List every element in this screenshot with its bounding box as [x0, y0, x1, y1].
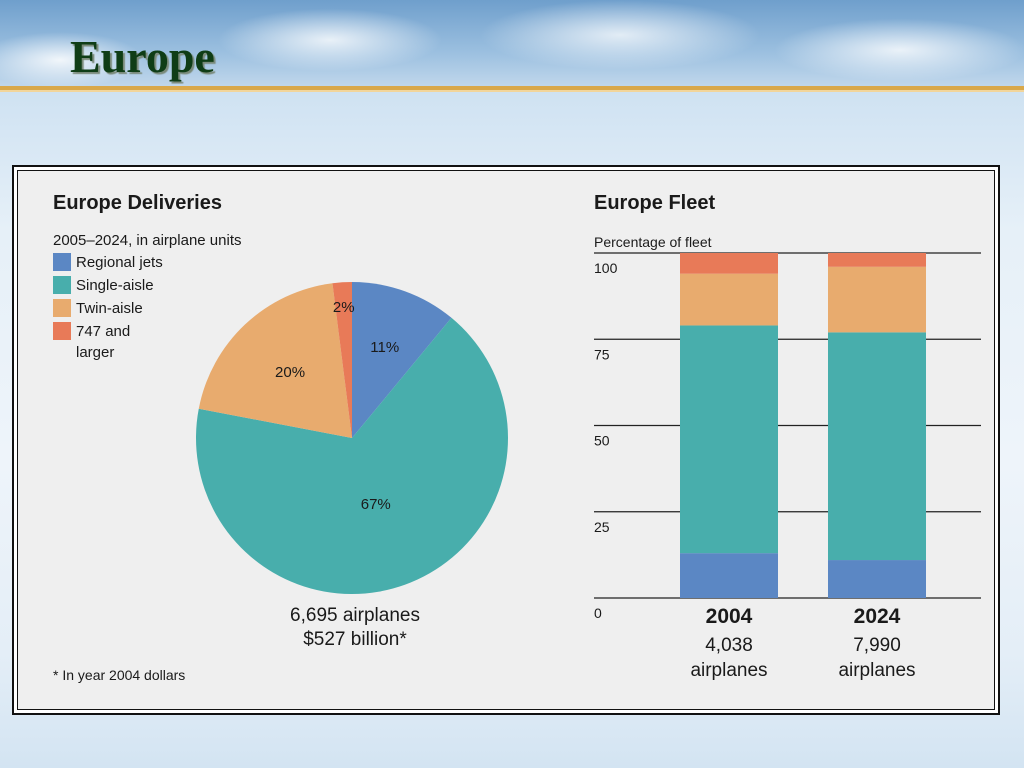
category-note: 7,990 — [853, 635, 901, 656]
legend-label-3: 747 and — [76, 323, 130, 340]
pie-slice-3 — [332, 282, 352, 438]
y-tick-label: 0 — [594, 605, 602, 621]
chart-frame: Europe Deliveries 2005–2024, in airplane… — [12, 165, 1000, 715]
legend-label-1: Single-aisle — [76, 277, 154, 294]
bar-segment-2024-3 — [828, 253, 926, 267]
pie-subtitle: 2005–2024, in airplane units — [53, 232, 241, 249]
bar-title: Europe Fleet — [594, 192, 715, 214]
bar-ylabel: Percentage of fleet — [594, 234, 712, 250]
pie-label-0: 11% — [370, 339, 399, 356]
header-sky-background — [0, 0, 1024, 88]
charts-canvas: Europe Deliveries 2005–2024, in airplane… — [53, 192, 981, 683]
y-tick-label: 50 — [594, 433, 610, 449]
pie-total-value: $527 billion* — [303, 629, 407, 650]
category-note: airplanes — [690, 660, 767, 681]
bar-segment-2004-2 — [680, 273, 778, 326]
pie-total-airplanes: 6,695 airplanes — [290, 605, 420, 626]
slide-title: Europe — [70, 31, 215, 82]
legend-swatch-2 — [53, 299, 71, 317]
chart-panel: Europe Deliveries 2005–2024, in airplane… — [17, 170, 995, 710]
legend-swatch-1 — [53, 276, 71, 294]
pie-label-3: 2% — [333, 299, 355, 316]
bar-segment-2024-0 — [828, 560, 926, 598]
bar-segment-2024-2 — [828, 266, 926, 333]
legend-swatch-3 — [53, 322, 71, 340]
pie-footnote: * In year 2004 dollars — [53, 667, 185, 683]
pie-label-2: 20% — [275, 364, 305, 381]
bar-segment-2004-0 — [680, 553, 778, 598]
bar-segment-2004-1 — [680, 325, 778, 554]
pie-legend: Regional jets Single-aisle Twin-aisle 747 a… — [53, 253, 163, 361]
header-divider — [0, 86, 1024, 90]
y-tick-label: 75 — [594, 346, 610, 362]
pie-slice-0 — [352, 282, 452, 438]
category-note: 4,038 — [705, 635, 753, 656]
bar-segment-2024-1 — [828, 332, 926, 561]
legend-label-3: larger — [76, 344, 114, 361]
header-divider-highlight — [0, 90, 1024, 92]
category-note: airplanes — [838, 660, 915, 681]
x-tick-label: 2024 — [854, 605, 901, 628]
pie-slice-1 — [196, 317, 508, 594]
pie-chart: 11% 67% 20% 2% — [196, 282, 508, 594]
bar-chart: 0 25 50 75 100 2004 4,038 airplanes 2024 7,990 air… — [594, 252, 981, 681]
pie-slice-2 — [198, 283, 352, 438]
pie-label-1: 67% — [361, 496, 391, 513]
legend-label-0: Regional jets — [76, 254, 163, 271]
legend-swatch-0 — [53, 253, 71, 271]
bar-segment-2004-3 — [680, 253, 778, 274]
x-tick-label: 2004 — [706, 605, 753, 628]
legend-label-2: Twin-aisle — [76, 300, 143, 317]
y-tick-label: 100 — [594, 260, 618, 276]
pie-title: Europe Deliveries — [53, 192, 222, 214]
y-tick-label: 25 — [594, 519, 610, 535]
